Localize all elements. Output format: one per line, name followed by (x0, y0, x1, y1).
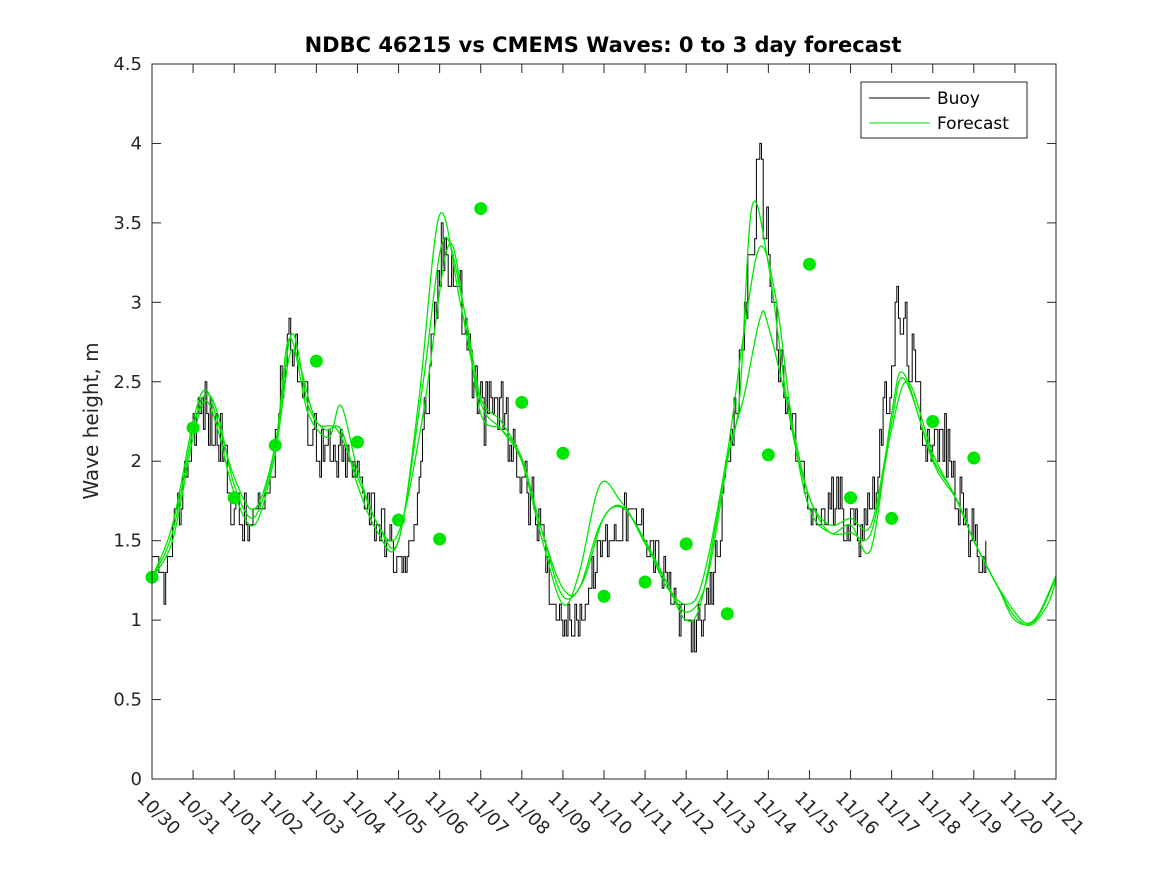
y-tick-label: 0.5 (113, 690, 142, 711)
forecast-marker-20 (926, 415, 940, 428)
series-layer (151, 142, 1057, 653)
legend-label-forecast: Forecast (937, 114, 1009, 134)
legend-label-buoy: Buoy (937, 89, 980, 109)
forecast-marker-17 (802, 257, 816, 271)
forecast-marker-7 (392, 513, 406, 527)
y-tick-label: 3 (131, 292, 142, 313)
forecast-marker-12 (597, 589, 611, 603)
forecast-marker-8 (433, 532, 447, 546)
forecast-marker-21 (967, 451, 981, 465)
forecast-marker-16 (761, 448, 775, 462)
y-tick-label: 1.5 (113, 531, 142, 552)
plot-area (152, 64, 1056, 779)
legend-box (860, 81, 1028, 139)
y-tick-label: 4 (131, 133, 142, 154)
chart-title: NDBC 46215 vs CMEMS Waves: 0 to 3 day fo… (305, 33, 902, 57)
y-tick-label: 4.5 (113, 54, 142, 75)
y-tick-label: 2 (131, 451, 142, 472)
y-tick-label: 3.5 (113, 213, 142, 234)
y-tick-label: 2.5 (113, 372, 142, 393)
forecast-marker-3 (227, 491, 241, 505)
forecast-marker-18 (844, 491, 858, 505)
forecast-marker-14 (679, 537, 693, 551)
forecast-markers (145, 202, 981, 621)
forecast-marker-11 (556, 446, 570, 460)
y-tick-label: 0 (131, 769, 142, 790)
forecast-marker-2 (186, 421, 200, 435)
y-axis-label: Wave height, m (79, 342, 103, 499)
y-axis: 0 0.5 1 1.5 2 2.5 3 3.5 4 4.5 (113, 54, 1056, 790)
forecast-marker-9 (474, 202, 488, 216)
forecast-line-3 (151, 242, 1057, 626)
forecast-marker-4 (268, 438, 282, 452)
forecast-marker-13 (638, 575, 652, 589)
forecast-marker-6 (350, 435, 364, 449)
forecast-marker-19 (885, 511, 899, 525)
forecast-line-2 (151, 236, 1057, 627)
legend: Buoy Forecast (860, 81, 1028, 139)
forecast-marker-10 (515, 395, 529, 409)
forecast-marker-5 (309, 354, 323, 368)
y-tick-label: 1 (131, 610, 142, 631)
forecast-marker-15 (720, 607, 734, 621)
